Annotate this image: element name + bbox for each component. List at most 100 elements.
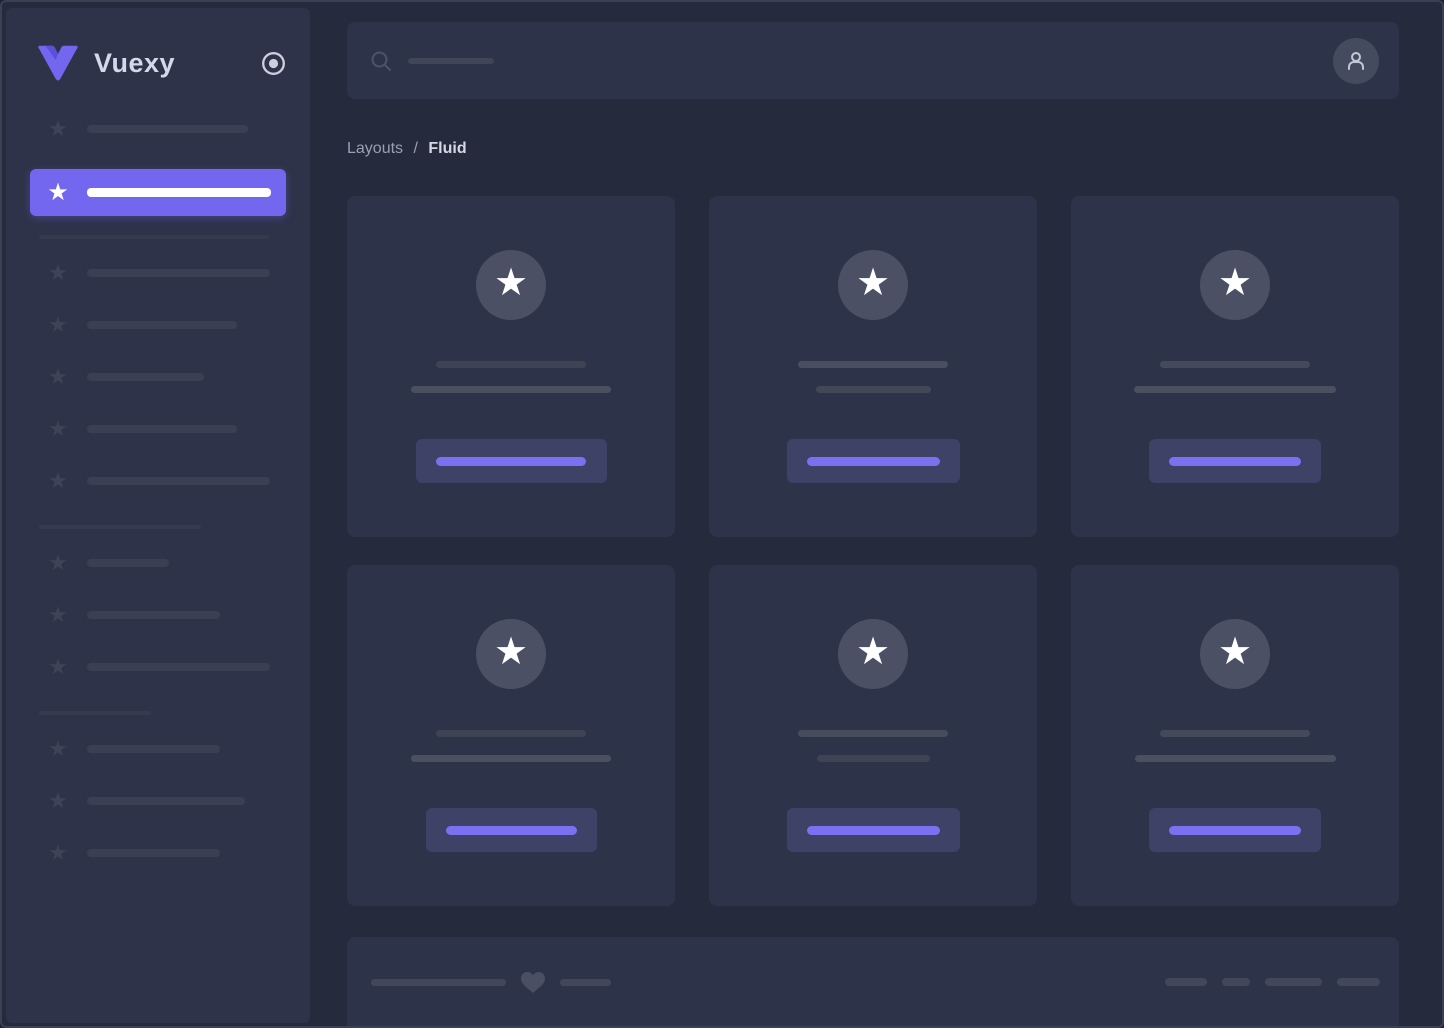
card-star-avatar: ★ <box>1200 619 1270 689</box>
sidebar-nav-item[interactable]: ★ <box>30 417 286 441</box>
footer-link-bar[interactable] <box>1337 978 1380 986</box>
user-avatar[interactable] <box>1333 37 1379 84</box>
nav-item-label-bar <box>87 663 270 671</box>
card-star-avatar: ★ <box>1200 250 1270 320</box>
nav-item-label-bar <box>87 269 270 277</box>
sidebar-nav-item[interactable]: ★ <box>30 841 286 865</box>
card-text-placeholder-bar <box>411 755 611 762</box>
star-icon: ★ <box>48 840 68 865</box>
sidebar-nav-item[interactable]: ★ <box>30 365 286 389</box>
sidebar-nav-item[interactable]: ★ <box>30 737 286 761</box>
content-card: ★ <box>1071 196 1399 537</box>
card-action-button[interactable] <box>1149 439 1321 483</box>
card-star-avatar: ★ <box>838 250 908 320</box>
nav-group-header-bar <box>39 711 151 715</box>
nav-item-label-bar <box>87 797 245 805</box>
content-card: ★ <box>1071 565 1399 906</box>
breadcrumb-separator: / <box>413 140 418 157</box>
card-action-button[interactable] <box>786 439 960 483</box>
star-icon: ★ <box>48 602 68 627</box>
sidebar-nav-item[interactable]: ★ <box>30 313 286 337</box>
sidebar-nav-item[interactable]: ★ <box>30 789 286 813</box>
sidebar-nav-item[interactable]: ★ <box>30 655 286 679</box>
card-text-placeholder-bar <box>798 361 948 368</box>
card-text-placeholder-bar <box>411 386 611 393</box>
star-icon: ★ <box>493 631 529 673</box>
heart-icon <box>520 971 546 994</box>
sidebar-nav: ★ ★ ★ ★ ★ ★ ★ ★ ★ ★ ★ ★ ★ <box>6 117 310 865</box>
star-icon: ★ <box>855 262 891 304</box>
star-icon: ★ <box>855 631 891 673</box>
star-icon: ★ <box>1217 262 1253 304</box>
card-action-button[interactable] <box>786 808 960 852</box>
nav-item-label-bar <box>87 321 237 329</box>
footer-text-bar <box>371 978 506 986</box>
star-icon: ★ <box>48 468 68 493</box>
nav-item-label-bar <box>87 611 220 619</box>
card-star-avatar: ★ <box>476 619 546 689</box>
star-icon: ★ <box>48 312 68 337</box>
breadcrumb-current: Fluid <box>428 140 467 157</box>
star-icon: ★ <box>48 116 68 141</box>
card-grid: ★ ★ ★ ★ ★ ★ <box>347 196 1399 906</box>
nav-group-header-bar <box>39 525 201 529</box>
footer-bar <box>347 937 1399 1026</box>
card-star-avatar: ★ <box>838 619 908 689</box>
footer-link-bar[interactable] <box>1165 978 1207 986</box>
sidebar-header: Vuexy <box>6 8 310 85</box>
footer-text-bar <box>560 978 611 986</box>
user-icon <box>1344 49 1368 73</box>
vuexy-logo-icon <box>36 43 80 83</box>
star-icon: ★ <box>48 364 68 389</box>
search-icon[interactable] <box>370 50 392 72</box>
star-icon: ★ <box>48 550 68 575</box>
sidebar-nav-item-active[interactable]: ★ <box>30 169 286 216</box>
content-card: ★ <box>709 565 1037 906</box>
radio-dot-icon <box>261 51 286 76</box>
button-label-bar <box>1169 825 1301 835</box>
breadcrumb-section[interactable]: Layouts <box>347 140 404 157</box>
menu-pin-toggle[interactable] <box>260 50 286 76</box>
card-action-button[interactable] <box>415 439 607 483</box>
button-label-bar <box>436 456 586 466</box>
card-text-placeholder-bar <box>815 386 931 393</box>
star-icon: ★ <box>48 260 68 285</box>
breadcrumb: Layouts / Fluid <box>347 140 1399 158</box>
footer-links <box>1165 978 1380 986</box>
content-card: ★ <box>347 196 675 537</box>
sidebar-nav-item[interactable]: ★ <box>30 551 286 575</box>
card-action-button[interactable] <box>425 808 597 852</box>
button-label-bar <box>1169 456 1301 466</box>
card-text-placeholder-bar <box>436 730 586 737</box>
card-text-placeholder-bar <box>436 361 586 368</box>
sidebar-nav-item[interactable]: ★ <box>30 261 286 285</box>
nav-item-label-bar <box>87 849 220 857</box>
content-card: ★ <box>347 565 675 906</box>
nav-item-label-bar <box>87 373 204 381</box>
star-icon: ★ <box>1217 631 1253 673</box>
content-card: ★ <box>709 196 1037 537</box>
button-label-bar <box>806 825 940 835</box>
star-icon: ★ <box>48 736 68 761</box>
nav-item-label-bar <box>87 125 248 133</box>
card-text-placeholder-bar <box>798 730 948 737</box>
sidebar-nav-item[interactable]: ★ <box>30 603 286 627</box>
sidebar-nav-item[interactable]: ★ <box>30 469 286 493</box>
star-icon: ★ <box>47 178 69 206</box>
nav-group-header-bar <box>39 235 269 239</box>
card-text-placeholder-bar <box>816 755 930 762</box>
footer-link-bar[interactable] <box>1222 978 1250 986</box>
main-content: Layouts / Fluid ★ ★ ★ ★ ★ ★ <box>310 2 1442 1026</box>
card-text-placeholder-bar <box>1160 730 1310 737</box>
search-placeholder-bar <box>408 57 494 64</box>
sidebar-nav-item[interactable]: ★ <box>30 117 286 141</box>
sidebar: Vuexy ★ ★ ★ ★ ★ ★ ★ ★ ★ ★ ★ ★ ★ <box>6 8 310 1023</box>
card-action-button[interactable] <box>1149 808 1321 852</box>
top-search-bar[interactable] <box>347 22 1399 99</box>
star-icon: ★ <box>48 788 68 813</box>
footer-link-bar[interactable] <box>1265 978 1322 986</box>
nav-item-label-bar <box>87 559 169 567</box>
nav-item-label-bar <box>87 425 237 433</box>
star-icon: ★ <box>48 416 68 441</box>
